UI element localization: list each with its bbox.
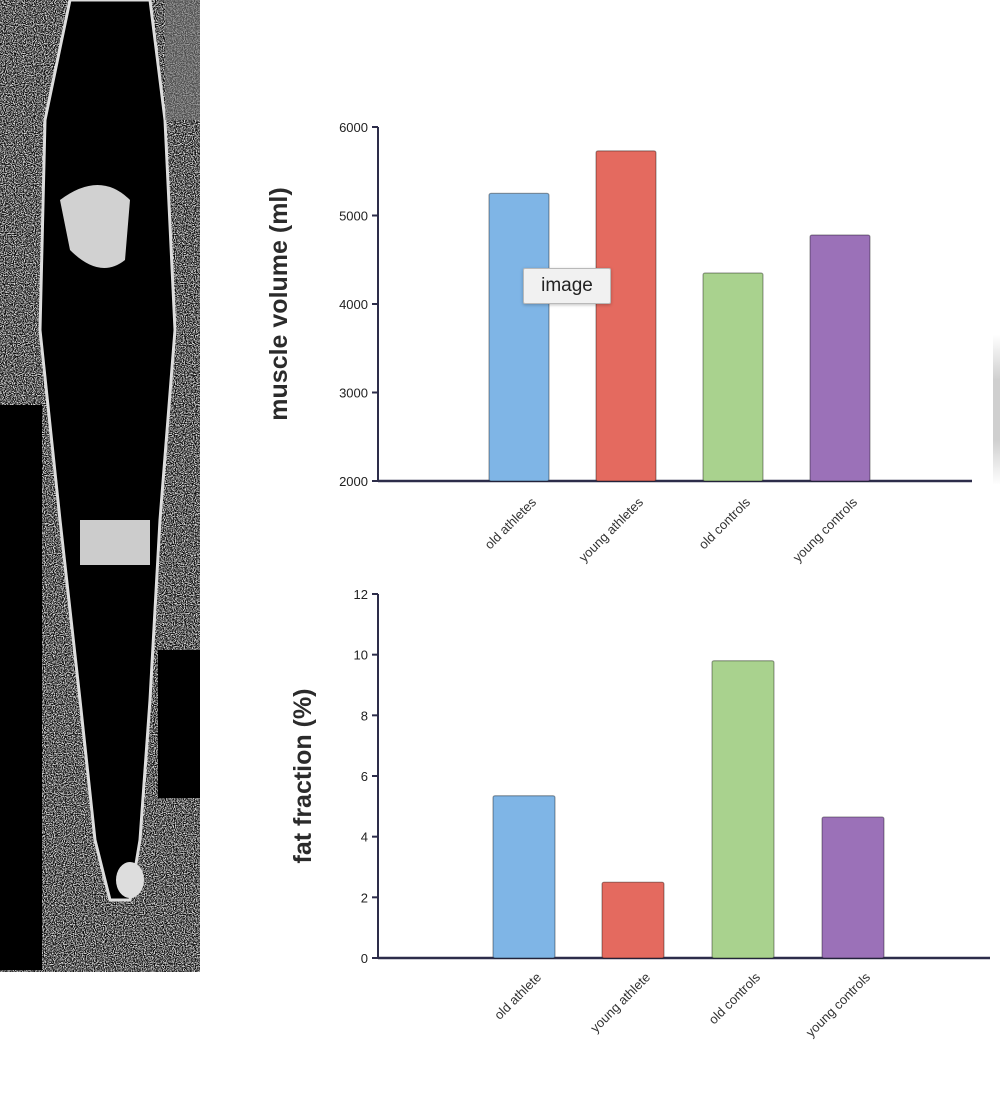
bar-young-controls [809, 234, 871, 482]
image-tooltip: image [523, 268, 611, 304]
category-label: old athletes [481, 494, 539, 552]
bar-old-controls [702, 272, 764, 482]
y-tick-label: 4000 [339, 297, 368, 312]
y-tick-label: 6 [361, 769, 368, 784]
y-tick-label: 8 [361, 708, 368, 723]
bar-old-controls [711, 660, 775, 959]
bar-young-athletes [595, 150, 657, 482]
chart-muscle-volume: 2000 3000 4000 5000 6000 old athletes young at… [265, 120, 972, 565]
category-label: young controls [790, 494, 861, 565]
category-label: young controls [803, 969, 874, 1040]
cropped-edge-fragment [993, 335, 1000, 485]
bar-young-controls [821, 816, 885, 959]
y-tick-label: 2000 [339, 474, 368, 489]
category-label: old controls [696, 494, 754, 552]
mri-scan-image [0, 0, 200, 972]
y-tick-label: 0 [361, 951, 368, 966]
category-label: old athlete [491, 970, 544, 1023]
y-axis-title: fat fraction (%) [289, 689, 317, 864]
y-tick-label: 5000 [339, 209, 368, 224]
y-tick-label: 3000 [339, 386, 368, 401]
bar-old-athletes [488, 192, 550, 482]
category-label: young athlete [587, 970, 653, 1036]
category-label: young athletes [576, 494, 647, 565]
y-tick-label: 2 [361, 890, 368, 905]
category-label: old controls [706, 969, 764, 1027]
y-tick-label: 12 [354, 587, 368, 602]
bar-old-athlete [492, 795, 556, 959]
y-tick-label: 10 [354, 648, 368, 663]
y-tick-label: 4 [361, 830, 368, 845]
y-tick-label: 6000 [339, 120, 368, 135]
bar-young-athlete [601, 881, 665, 959]
y-axis-title: muscle volume (ml) [265, 187, 293, 420]
chart-fat-fraction: 0 2 4 6 8 10 12 old athlete young athlete old con… [289, 587, 990, 1040]
